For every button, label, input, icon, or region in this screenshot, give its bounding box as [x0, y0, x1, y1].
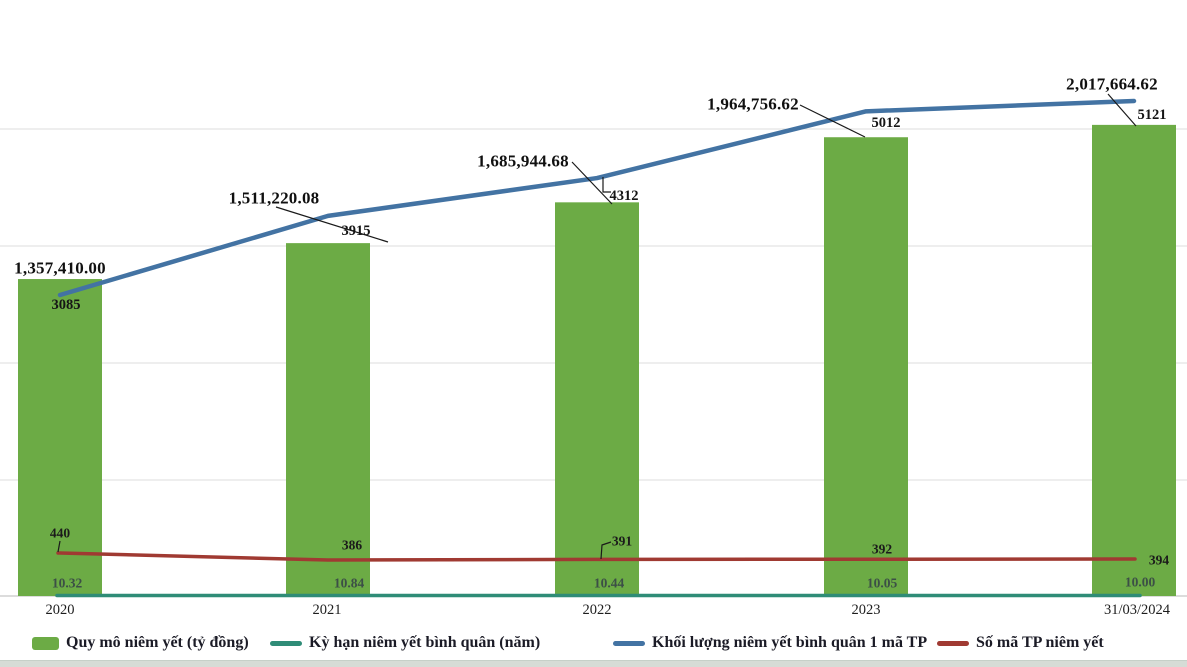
- leader-line: [571, 161, 613, 205]
- bar-value-label: 1,685,944.68: [477, 151, 569, 171]
- x-axis-label: 2023: [851, 601, 881, 618]
- volume-value-label: 3085: [51, 296, 81, 313]
- legend-item-volume-series: Khối lượng niêm yết bình quân 1 mã TP: [613, 634, 927, 652]
- bar-value-label: 1,964,756.62: [707, 94, 799, 114]
- term-value-label: 10.00: [1124, 574, 1156, 590]
- term-value-label: 10.05: [866, 575, 898, 591]
- volume-series-swatch-icon: [613, 640, 645, 646]
- x-axis-label: 2022: [582, 601, 612, 618]
- bar-value-label: 1,357,410.00: [14, 258, 106, 278]
- volume-value-label: 4312: [609, 187, 639, 204]
- bottom-strip: [0, 660, 1187, 667]
- leader-line: [799, 104, 866, 138]
- term-value-label: 10.32: [51, 575, 83, 591]
- bond-count-label: 391: [611, 533, 633, 549]
- legend-item-bar-series: Quy mô niêm yết (tỷ đồng): [32, 634, 249, 652]
- term-value-label: 10.84: [333, 575, 365, 591]
- legend-item-bond-count-series: Số mã TP niêm yết: [937, 634, 1104, 652]
- legend-label: Khối lượng niêm yết bình quân 1 mã TP: [652, 634, 928, 651]
- volume-line: [57, 98, 1137, 298]
- legend-label: Số mã TP niêm yết: [976, 634, 1104, 651]
- legend-item-term-series: Kỳ hạn niêm yết bình quân (năm): [270, 634, 540, 652]
- leader-line: [275, 206, 389, 243]
- bar: [824, 137, 908, 597]
- volume-value-label: 3915: [341, 222, 371, 239]
- x-axis-label: 31/03/2024: [1103, 601, 1171, 618]
- bond-count-line: [56, 551, 1137, 562]
- term-series-swatch-icon: [270, 640, 302, 646]
- term-value-label: 10.44: [593, 575, 625, 591]
- bond-count-series-swatch-icon: [937, 640, 969, 646]
- legend-label: Kỳ hạn niêm yết bình quân (năm): [309, 634, 541, 651]
- bond-count-label: 394: [1148, 552, 1170, 568]
- volume-value-label: 5012: [871, 114, 901, 131]
- bar: [18, 279, 102, 596]
- bar: [1092, 124, 1176, 597]
- leader-line: [602, 177, 611, 193]
- bar: [286, 243, 370, 596]
- bond-count-label: 386: [341, 537, 363, 553]
- legend-label: Quy mô niêm yết (tỷ đồng): [66, 634, 249, 651]
- volume-value-label: 5121: [1137, 106, 1167, 123]
- leader-line: [57, 540, 61, 553]
- bond-count-label: 392: [871, 541, 893, 557]
- x-axis-label: 2020: [45, 601, 75, 618]
- bar: [555, 202, 639, 597]
- bar-value-label: 1,511,220.08: [228, 188, 320, 208]
- bar-value-label: 2,017,664.62: [1066, 74, 1158, 94]
- bond-count-label: 440: [49, 525, 71, 541]
- bar-series-swatch-icon: [32, 636, 59, 650]
- x-axis-label: 2021: [312, 601, 342, 618]
- leader-line: [1107, 93, 1137, 127]
- leader-line: [600, 541, 612, 560]
